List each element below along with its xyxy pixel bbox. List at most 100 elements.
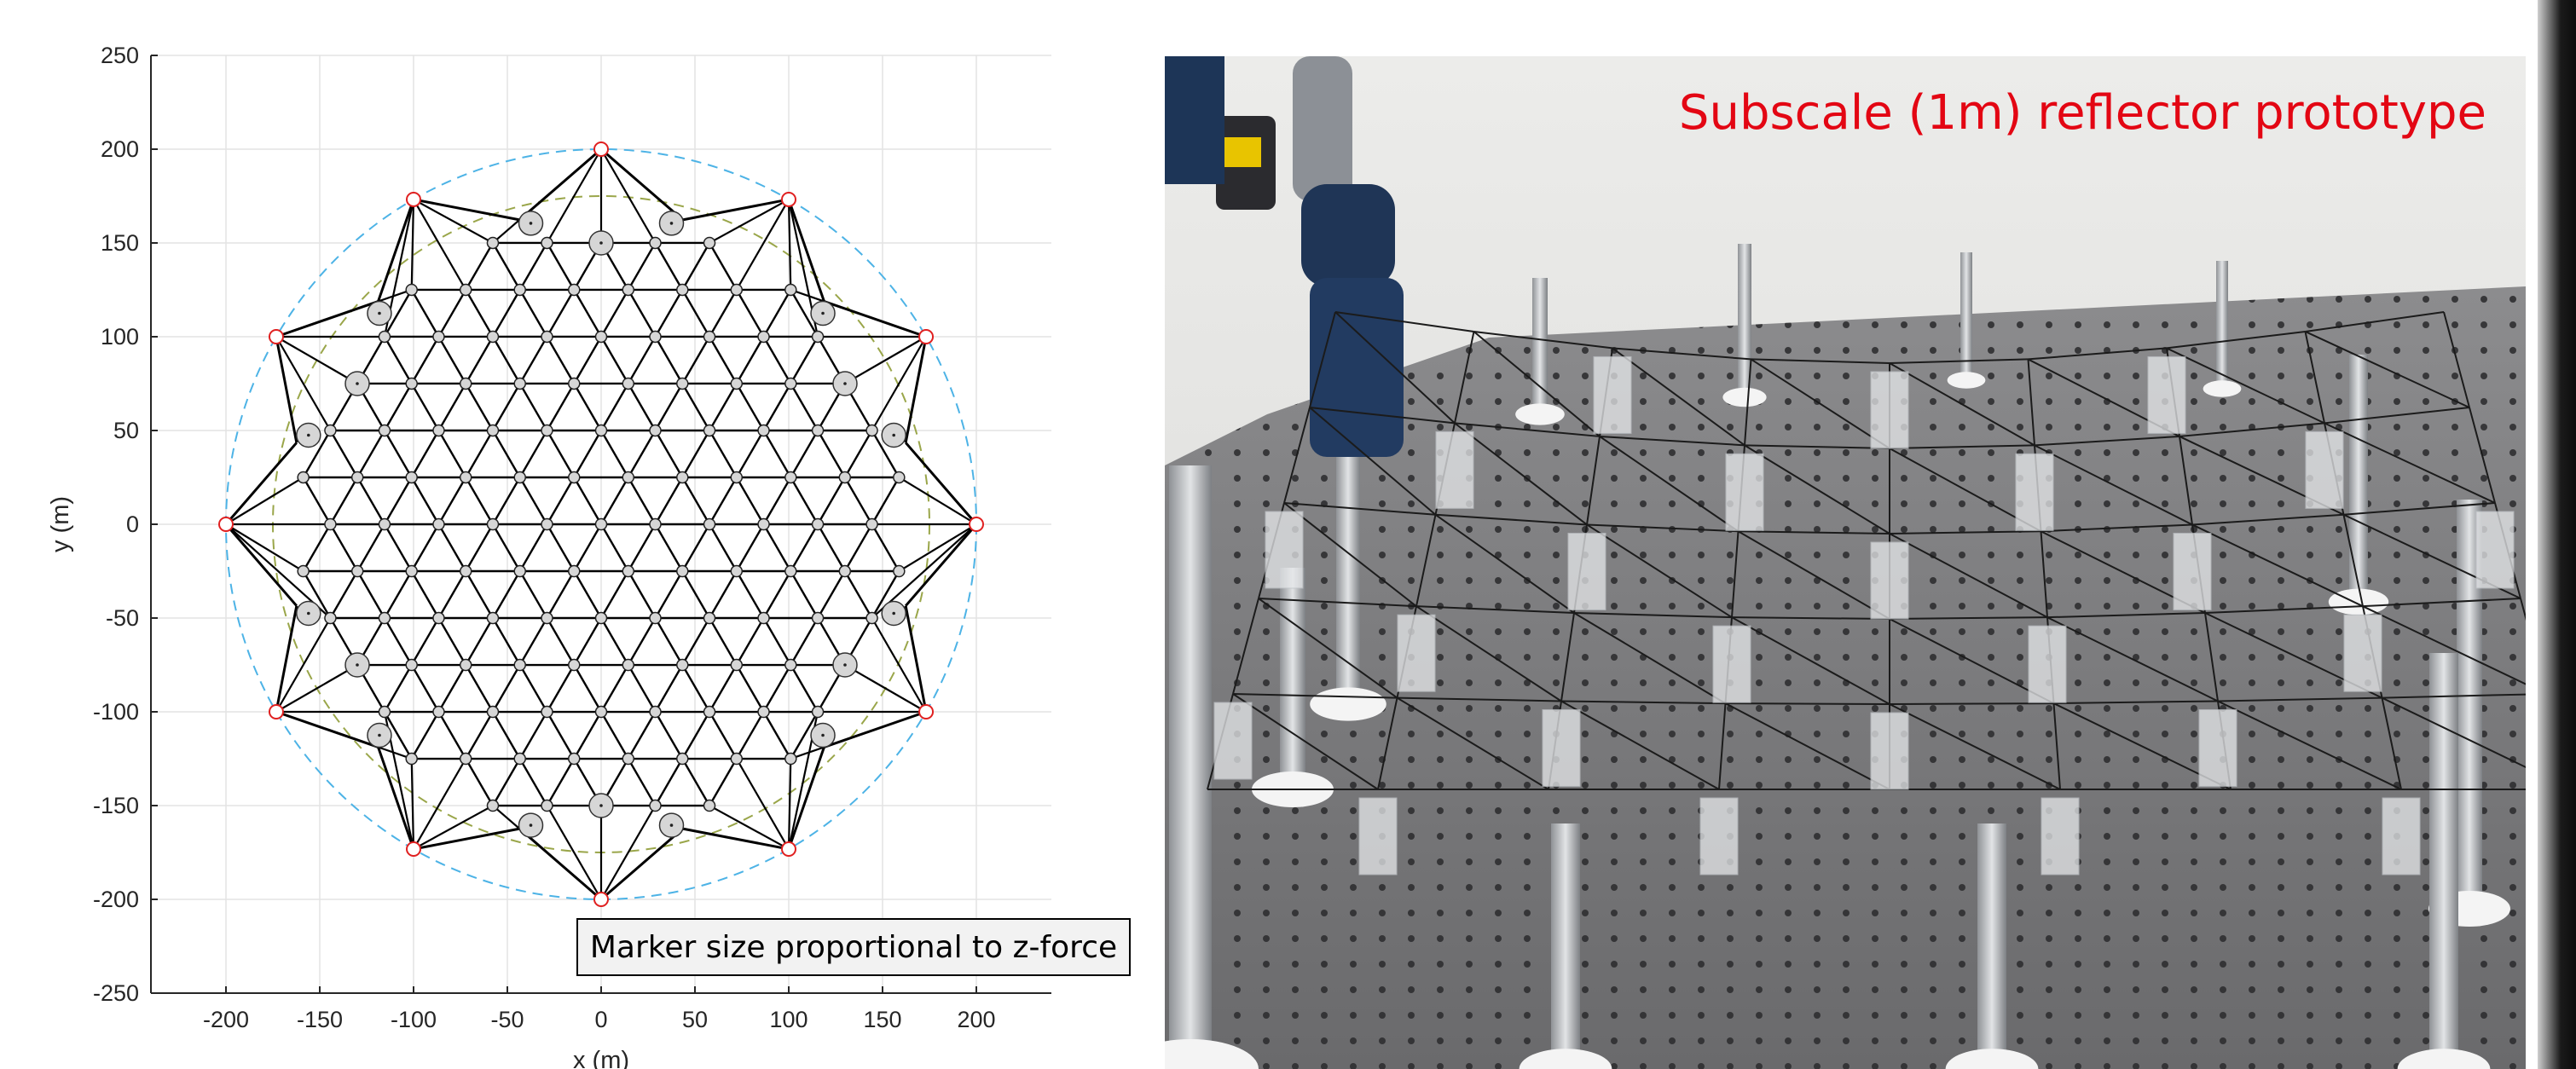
- cable: [2041, 523, 2193, 533]
- cable: [1889, 702, 2054, 705]
- mesh-member: [410, 477, 440, 525]
- mesh-member: [383, 617, 413, 666]
- mesh-member: [708, 242, 738, 291]
- cable: [1560, 700, 1726, 705]
- cable: [1586, 523, 1733, 619]
- mesh-member: [518, 242, 548, 291]
- force-marker-center: [529, 823, 533, 827]
- boundary-member: [905, 523, 978, 607]
- boundary-node: [781, 841, 796, 858]
- edge-strip: [2538, 0, 2576, 1069]
- mesh-member: [681, 617, 711, 666]
- mesh-node: [541, 424, 553, 437]
- post-base: [1519, 1049, 1612, 1069]
- cable: [1889, 703, 2061, 790]
- mesh-member: [654, 523, 684, 572]
- mesh-member: [627, 383, 657, 431]
- mesh-member: [465, 289, 495, 338]
- photo-caption: Subscale (1m) reflector prototype: [1678, 85, 2486, 141]
- mesh-member: [573, 289, 603, 338]
- force-marker-center: [529, 222, 533, 225]
- mesh-member: [790, 289, 819, 338]
- mesh-node: [324, 517, 337, 531]
- boundary-member: [377, 199, 415, 303]
- cable: [1258, 598, 1417, 608]
- weight-bag: [1567, 532, 1606, 610]
- mesh-node: [459, 752, 472, 766]
- mesh-member: [735, 711, 765, 760]
- mesh-member: [518, 383, 548, 431]
- cable: [1889, 444, 2035, 449]
- cable: [1889, 618, 2054, 704]
- force-marker-center: [599, 241, 603, 245]
- mesh-node: [513, 752, 526, 766]
- boundary-node: [406, 191, 421, 207]
- mesh-nodes: [218, 142, 984, 907]
- mesh-node: [594, 611, 608, 625]
- mesh-node: [784, 658, 797, 672]
- mesh-member: [790, 477, 819, 525]
- mesh-member: [599, 523, 629, 572]
- mesh-member: [437, 289, 467, 338]
- mesh-member: [627, 570, 657, 619]
- mesh-member: [654, 477, 684, 525]
- cable: [1731, 616, 1890, 705]
- mesh-node: [541, 799, 553, 812]
- cable: [1454, 422, 1601, 437]
- mesh-node: [513, 377, 526, 390]
- boundary-spoke: [735, 758, 790, 850]
- mesh-members: [224, 147, 978, 901]
- mesh-member: [735, 523, 765, 572]
- cable: [2179, 436, 2193, 525]
- boundary-spoke: [790, 288, 927, 338]
- mesh-member: [790, 430, 819, 478]
- mesh-node: [730, 752, 744, 766]
- mesh-node: [676, 658, 689, 672]
- cable: [1258, 598, 1398, 699]
- mesh-member: [599, 617, 629, 666]
- mesh-member: [518, 477, 548, 525]
- y-tick-label: -250: [93, 980, 139, 1006]
- post-base: [2397, 1049, 2491, 1069]
- mesh-node: [541, 236, 553, 250]
- mesh-member: [708, 383, 738, 431]
- mesh-member: [627, 758, 657, 806]
- mesh-member: [599, 383, 629, 431]
- mesh-node: [757, 330, 770, 344]
- mesh-member: [437, 336, 467, 384]
- mesh-member: [735, 383, 765, 431]
- cable: [2046, 616, 2219, 702]
- force-marker-center: [892, 433, 895, 437]
- mesh-node: [350, 564, 364, 578]
- weight-bag: [1358, 797, 1398, 875]
- boundary-member: [224, 442, 298, 525]
- mesh-member: [573, 523, 603, 572]
- post: [1336, 457, 1360, 704]
- cable: [2305, 311, 2445, 332]
- y-tick-label: 150: [101, 230, 139, 256]
- boundary-node: [918, 329, 935, 344]
- mesh-member: [383, 711, 413, 760]
- mesh-node: [513, 471, 526, 484]
- cable: [2362, 605, 2526, 685]
- mesh-member: [573, 477, 603, 525]
- post: [2349, 355, 2368, 602]
- mesh-member: [681, 336, 711, 384]
- mesh-node: [378, 611, 391, 625]
- y-tick-label: 250: [101, 43, 139, 68]
- mesh-member: [491, 664, 521, 713]
- boundary-spoke: [225, 523, 304, 572]
- mesh-member: [410, 430, 440, 478]
- weight-bag: [1397, 614, 1436, 692]
- mesh-member: [329, 477, 359, 525]
- mesh-node: [459, 471, 472, 484]
- mesh-node: [594, 705, 608, 719]
- boundary-spoke: [844, 336, 927, 384]
- mesh-member: [681, 570, 711, 619]
- mesh-member: [410, 617, 440, 666]
- mesh-member: [654, 664, 684, 713]
- cable: [1586, 523, 1739, 533]
- mesh-member: [491, 617, 521, 666]
- boundary-spoke: [225, 477, 304, 525]
- y-tick-label: -100: [93, 699, 139, 725]
